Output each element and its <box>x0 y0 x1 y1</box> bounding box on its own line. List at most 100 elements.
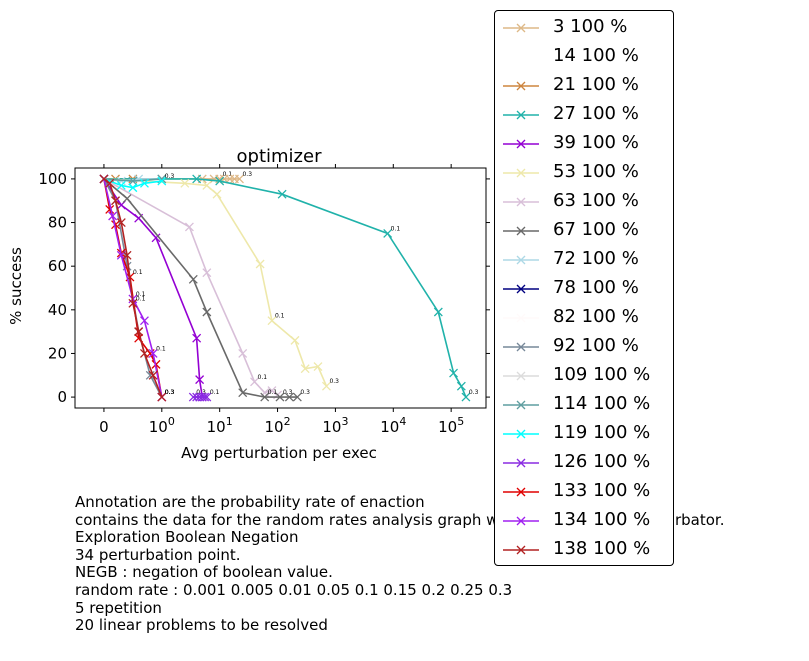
legend-label: 78 100 % <box>553 277 639 298</box>
legend-item: 21 100 % <box>495 71 675 100</box>
legend-swatch <box>503 23 539 33</box>
legend-item: 67 100 % <box>495 216 675 245</box>
data-point <box>313 362 323 372</box>
legend-swatch <box>503 487 539 497</box>
legend-item: 27 100 % <box>495 100 675 129</box>
point-annotation: 0.1 <box>136 291 146 298</box>
data-point <box>128 176 138 186</box>
legend-item: 3 100 % <box>495 13 675 42</box>
data-point <box>461 392 471 402</box>
data-point <box>105 178 115 188</box>
caption-line: random rate : 0.001 0.005 0.01 0.05 0.1 … <box>75 580 513 599</box>
legend-item: 39 100 % <box>495 129 675 158</box>
x-axis-ticks: 0 100 101 102 103 104 105 <box>99 164 464 436</box>
point-annotation: 0.3 <box>165 389 175 396</box>
point-annotation: 0.1 <box>391 225 401 232</box>
legend-item: 63 100 % <box>495 187 675 216</box>
x-axis-label: Avg perturbation per exec <box>181 444 377 462</box>
x-tick-label: 101 <box>207 415 233 436</box>
legend-label: 92 100 % <box>553 335 639 356</box>
legend-item: 114 100 % <box>495 390 675 419</box>
data-point <box>284 392 294 402</box>
data-point <box>192 174 202 184</box>
legend-label: 27 100 % <box>553 103 639 124</box>
legend-label: 126 100 % <box>553 451 651 472</box>
legend-swatch <box>503 81 539 91</box>
legend-swatch <box>503 139 539 149</box>
point-annotation: 0.3 <box>329 378 339 385</box>
legend-item: 53 100 % <box>495 158 675 187</box>
legend-label: 3 100 % <box>553 16 628 37</box>
legend-swatch <box>503 226 539 236</box>
legend-swatch <box>503 168 539 178</box>
legend-label: 134 100 % <box>553 509 651 530</box>
data-point <box>290 335 300 345</box>
point-annotation: 0.3 <box>242 171 252 178</box>
x-tick-label: 100 <box>149 415 175 436</box>
legend-item: 126 100 % <box>495 448 675 477</box>
data-point <box>148 348 158 358</box>
data-point <box>139 348 149 358</box>
data-point <box>383 228 393 238</box>
data-point <box>449 368 459 378</box>
legend-item: 138 100 % <box>495 535 675 564</box>
legend-swatch <box>503 458 539 468</box>
legend-swatch <box>503 371 539 381</box>
data-point <box>202 307 212 317</box>
data-point <box>300 364 310 374</box>
legend-swatch <box>503 400 539 410</box>
series-7: 0.1 <box>99 174 283 400</box>
data-point <box>215 176 225 186</box>
legend-label: 82 100 % <box>553 306 639 327</box>
legend-label: 67 100 % <box>553 219 639 240</box>
data-point <box>148 370 158 380</box>
data-point <box>139 316 149 326</box>
data-point <box>180 178 190 188</box>
legend: 3 100 % 14 100 % 21 100 % 27 100 % 39 100 % 5… <box>494 10 674 566</box>
legend-label: 53 100 % <box>553 161 639 182</box>
legend-item: 92 100 % <box>495 332 675 361</box>
data-point <box>202 268 212 278</box>
point-annotation: 0.3 <box>469 389 479 396</box>
legend-label: 63 100 % <box>553 190 639 211</box>
data-point <box>456 381 466 391</box>
data-point <box>202 392 212 402</box>
legend-item: 72 100 % <box>495 245 675 274</box>
data-point <box>139 178 149 188</box>
data-point <box>145 370 155 380</box>
point-annotation: 0.1 <box>268 389 278 396</box>
y-tick-label: 60 <box>48 257 67 275</box>
series-4: 0.1 0.3 <box>99 174 479 402</box>
point-annotation: 0.3 <box>283 389 293 396</box>
data-point <box>260 392 270 402</box>
legend-swatch <box>503 429 539 439</box>
point-annotation: 0.3 <box>165 173 175 180</box>
legend-item: 134 100 % <box>495 506 675 535</box>
x-tick-label: 104 <box>380 415 406 436</box>
point-annotation: 0.3 <box>165 389 175 396</box>
series-16: 0.3 0.1 <box>188 389 220 402</box>
legend-swatch <box>503 342 539 352</box>
point-annotation: 0.3 <box>165 389 175 396</box>
legend-item: 82 100 % <box>495 303 675 332</box>
data-point <box>134 327 144 337</box>
y-tick-label: 0 <box>57 388 67 406</box>
y-tick-label: 20 <box>48 344 67 362</box>
legend-label: 21 100 % <box>553 74 639 95</box>
data-point <box>192 333 202 343</box>
series-6: 0.1 0.3 <box>99 174 339 391</box>
data-point <box>267 386 277 396</box>
x-tick-label: 0 <box>99 418 109 436</box>
point-annotation: 0.1 <box>156 345 166 352</box>
data-point <box>255 259 265 269</box>
y-tick-label: 80 <box>48 214 67 232</box>
point-annotation: 0.3 <box>165 389 175 396</box>
data-point <box>108 211 118 221</box>
caption-line: Annotation are the probability rate of e… <box>75 493 425 511</box>
point-annotation: 0.3 <box>300 389 310 396</box>
data-point <box>195 375 205 385</box>
legend-item: 119 100 % <box>495 419 675 448</box>
data-point <box>267 316 277 326</box>
point-annotation: 0.1 <box>136 295 146 302</box>
